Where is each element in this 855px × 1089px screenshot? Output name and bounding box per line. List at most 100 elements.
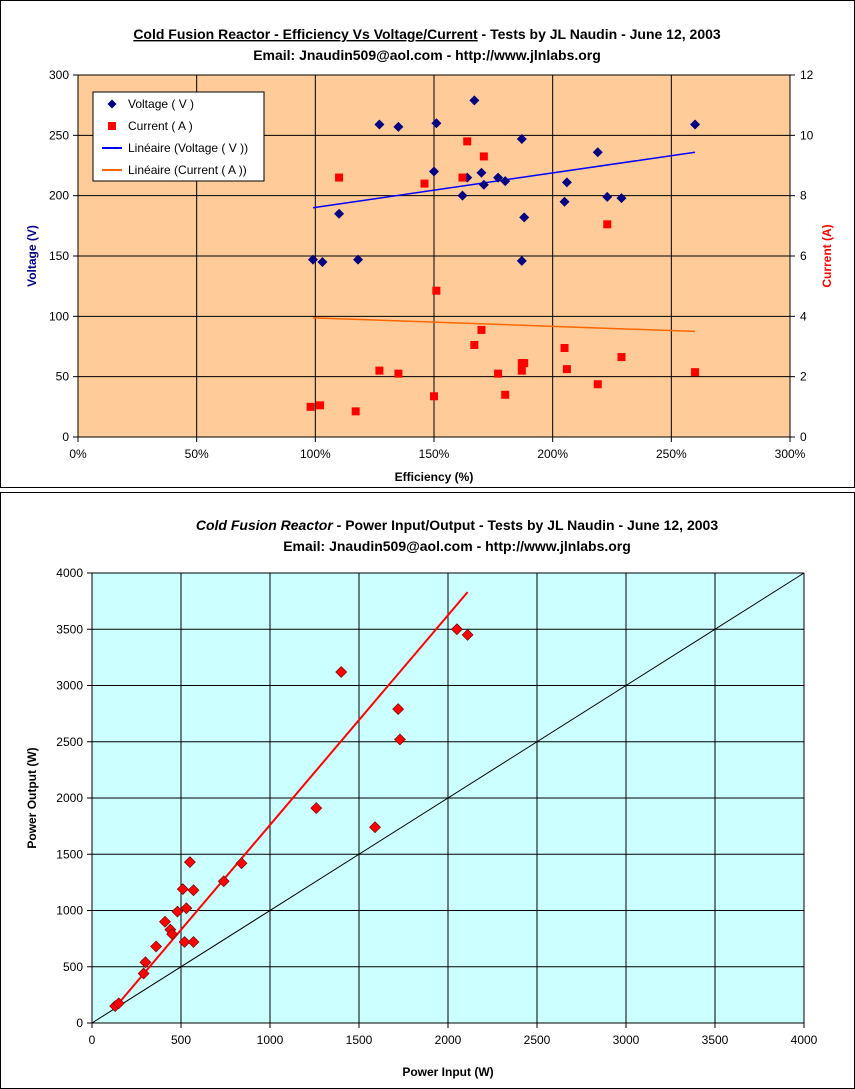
- chart-subtitle: Email: Jnaudin509@aol.com - http://www.j…: [283, 538, 631, 554]
- reference-line: [91, 572, 805, 1024]
- chart-title: Cold Fusion Reactor - Efficiency Vs Volt…: [133, 26, 721, 42]
- y-tick-label: 100: [49, 309, 69, 323]
- x-tick-label: 3500: [702, 1033, 729, 1047]
- x-tick-label: 2500: [524, 1033, 551, 1047]
- voltage-point: [478, 179, 489, 190]
- voltage-point: [519, 212, 530, 223]
- y2-tick-label: 4: [800, 309, 807, 323]
- chart-title-part: - Power Input/Output - Tests by JL Naudi…: [333, 517, 719, 533]
- x-tick-label: 0%: [69, 447, 87, 461]
- current-point: [617, 353, 626, 362]
- current-point: [470, 340, 479, 349]
- x-tick-label: 50%: [185, 447, 209, 461]
- power-point: [450, 623, 463, 636]
- y-tick-label: 500: [63, 960, 83, 974]
- power-point: [150, 940, 163, 953]
- y2-tick-label: 8: [800, 189, 807, 203]
- voltage-point: [690, 119, 701, 130]
- current-point: [316, 401, 325, 410]
- current-point: [603, 220, 612, 229]
- voltage-point: [561, 177, 572, 188]
- voltage-point: [476, 167, 487, 178]
- chart-title-part: Cold Fusion Reactor: [196, 517, 334, 533]
- y2-tick-label: 10: [800, 128, 814, 142]
- current-point: [351, 407, 360, 416]
- voltage-point: [559, 196, 570, 207]
- voltage-point: [334, 208, 345, 219]
- power-point: [461, 628, 474, 641]
- current-point: [420, 179, 429, 188]
- y-tick-label: 0: [76, 1016, 83, 1030]
- x-tick-label: 3000: [613, 1033, 640, 1047]
- power-point: [335, 666, 348, 678]
- y-axis-label: Power Output (W): [25, 747, 39, 848]
- efficiency-chart: Cold Fusion Reactor - Efficiency Vs Volt…: [25, 26, 834, 484]
- current-point: [463, 137, 472, 146]
- power-point: [178, 936, 191, 948]
- current-point: [494, 369, 503, 378]
- y-tick-label: 200: [49, 189, 69, 203]
- current-point: [394, 369, 403, 378]
- current-point: [520, 359, 529, 368]
- x-tick-label: 500: [171, 1033, 191, 1047]
- y-tick-label: 1000: [56, 904, 83, 918]
- chart-title: Cold Fusion Reactor - Power Input/Output…: [196, 517, 718, 533]
- y2-axis-label: Current (A): [820, 224, 834, 287]
- power-point: [159, 915, 171, 928]
- voltage-point: [592, 147, 603, 158]
- legend: Voltage ( V ) Current ( A ) Linéaire (Volt…: [92, 91, 265, 182]
- power-point: [112, 997, 125, 1010]
- current-point: [593, 380, 602, 389]
- voltage-point: [353, 254, 364, 265]
- efficiency-chart-panel: Cold Fusion Reactor - Efficiency Vs Volt…: [0, 0, 855, 488]
- current-point: [517, 366, 526, 375]
- x-axis-label: Power Input (W): [402, 1065, 493, 1079]
- y-tick-label: 250: [49, 128, 69, 142]
- chart-title-part: - Tests by JL Naudin - June 12, 2003: [478, 26, 721, 42]
- y2-tick-label: 6: [800, 249, 807, 263]
- voltage-point: [493, 172, 504, 183]
- power-point: [394, 733, 406, 746]
- power-point: [310, 802, 323, 815]
- current-point: [562, 365, 571, 374]
- y-tick-label: 150: [49, 249, 69, 263]
- x-tick-label: 1500: [346, 1033, 373, 1047]
- x-tick-label: 1000: [257, 1033, 284, 1047]
- current-point: [479, 152, 488, 161]
- x-tick-label: 100%: [300, 447, 331, 461]
- power-chart: Cold Fusion Reactor - Power Input/Output…: [25, 517, 818, 1079]
- voltage-point: [500, 176, 511, 187]
- y-tick-label: 4000: [56, 566, 83, 580]
- voltage-point: [393, 121, 404, 132]
- voltage-point: [616, 193, 627, 204]
- power-point: [176, 883, 189, 896]
- current-point: [501, 390, 510, 399]
- legend-entry-label: Linéaire (Voltage ( V )): [128, 141, 248, 155]
- power-point: [187, 936, 200, 948]
- y-tick-label: 2500: [56, 735, 83, 749]
- voltage-point: [431, 118, 442, 129]
- y-axis-label: Voltage (V): [25, 225, 39, 287]
- y2-tick-label: 2: [800, 370, 807, 384]
- power-point: [217, 875, 230, 888]
- x-axis-label: Efficiency (%): [395, 470, 474, 484]
- power-point: [137, 967, 150, 980]
- y-tick-label: 0: [62, 430, 69, 444]
- x-tick-label: 250%: [656, 447, 687, 461]
- current-point: [430, 392, 438, 401]
- power-point: [166, 928, 179, 941]
- y-tick-label: 2000: [56, 791, 83, 805]
- voltage-point: [374, 119, 385, 130]
- power-point: [235, 857, 248, 870]
- y-tick-label: 1500: [56, 847, 83, 861]
- current-point: [306, 402, 315, 411]
- legend-entry-label: Linéaire (Current ( A )): [128, 163, 247, 177]
- current-trendline: [312, 317, 696, 333]
- power-point: [392, 703, 405, 716]
- legend-square-swatch: [108, 122, 116, 130]
- power-point: [187, 884, 200, 897]
- voltage-point: [516, 133, 527, 144]
- voltage-point: [469, 95, 480, 106]
- x-tick-label: 200%: [537, 447, 568, 461]
- voltage-point: [317, 257, 328, 268]
